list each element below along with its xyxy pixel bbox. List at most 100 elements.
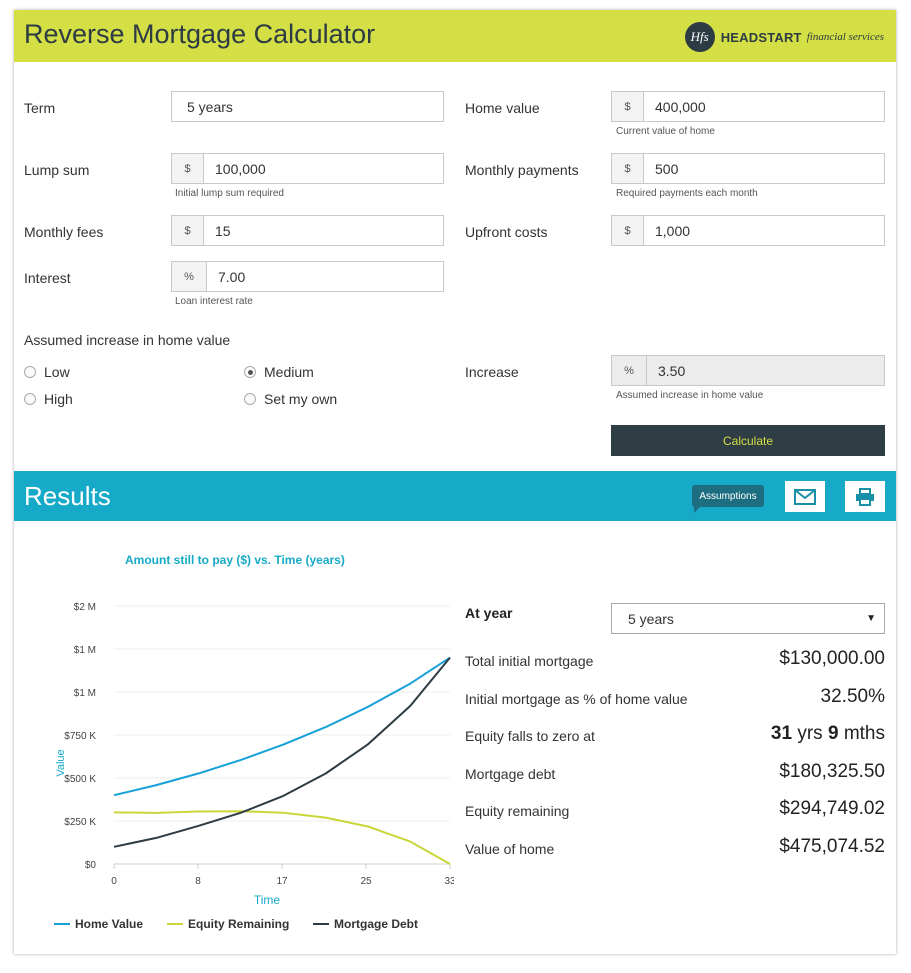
monthly-payments-label: Monthly payments [465,162,579,178]
interest-label: Interest [24,270,71,286]
at-year-label: At year [465,605,513,621]
home-value-field[interactable]: $ 400,000 [611,91,885,122]
stat-value-mortgage-debt: $180,325.50 [779,761,885,782]
radio-low[interactable]: Low [24,364,70,380]
radio-high-label: High [44,391,73,407]
y-axis-label: Value [55,749,67,776]
dollar-addon: $ [612,92,644,121]
calculate-button[interactable]: Calculate [611,425,885,456]
stat-label-mortgage-debt: Mortgage debt [465,766,556,782]
logo-mark-icon: Hfs [684,22,715,52]
legend-swatch [313,923,329,925]
monthly-fees-input[interactable]: 15 [215,222,231,239]
equity-zero-yrs-unit: yrs [797,723,823,744]
term-label: Term [24,100,56,116]
dropdown-arrow-icon: ▼ [866,613,876,624]
increase-help: Assumed increase in home value [616,390,764,401]
stat-value-equity-remaining: $294,749.02 [779,798,885,819]
x-tick-label: 0 [111,876,117,887]
stat-label-initial-pct: Initial mortgage as % of home value [465,691,688,707]
equity-zero-years: 31 [770,723,793,744]
radio-low-label: Low [44,364,70,380]
home-value-input[interactable]: 400,000 [655,98,706,115]
radio-medium[interactable]: Medium [244,364,314,380]
x-axis-label: Time [254,893,281,907]
radio-circle[interactable] [24,393,36,405]
monthly-payments-input[interactable]: 500 [655,160,679,177]
assumptions-button[interactable]: Assumptions [692,485,764,513]
series-line-home-value [113,656,451,797]
radio-own-label: Set my own [264,391,338,407]
stat-label-home-value: Value of home [465,841,555,857]
results-bar: Results Assumptions [14,471,896,521]
legend-label: Equity Remaining [188,917,290,931]
y-tick-label: $500 K [64,774,96,785]
x-tick-label: 33 [444,876,454,887]
term-value[interactable]: 5 years [187,98,233,115]
monthly-fees-field[interactable]: $ 15 [171,215,444,246]
x-tick-label: 8 [195,876,201,887]
legend-swatch [54,923,70,925]
x-tick-label: 25 [360,876,372,887]
equity-zero-months: 9 [827,723,839,744]
lump-sum-field[interactable]: $ 100,000 [171,153,444,184]
results-title: Results [24,481,111,511]
header-bar: Reverse Mortgage Calculator Hfs HEADSTAR… [14,10,896,62]
at-year-select[interactable]: 5 years ▼ [611,603,885,634]
y-tick-label: $1 M [74,688,96,699]
line-chart: $0 $250 K $500 K $750 K $1 M $1 M $2 M 0 8 17 25 33… [55,602,454,907]
interest-field[interactable]: % 7.00 [171,261,444,292]
y-tick-label: $2 M [74,602,96,613]
lump-sum-label: Lump sum [24,162,90,178]
envelope-icon [794,488,816,505]
radio-own[interactable]: Set my own [244,391,337,407]
calculator-card: Reverse Mortgage Calculator Hfs HEADSTAR… [14,10,896,954]
increase-field: % 3.50 [611,355,885,386]
series-line-equity-remaining [113,810,451,865]
printer-icon [856,487,874,506]
logo-subtitle: financial services [806,31,884,43]
stat-value-home-value: $475,074.52 [779,836,885,857]
legend-home-value[interactable]: Home Value [54,917,143,931]
dollar-addon: $ [612,154,644,183]
radio-circle-selected[interactable] [244,366,256,378]
at-year-value: 5 years [628,610,674,627]
stat-value-initial-pct: 32.50% [820,686,885,707]
dollar-addon: $ [172,216,204,245]
upfront-costs-input[interactable]: 1,000 [655,222,691,239]
interest-input[interactable]: 7.00 [218,268,246,285]
radio-circle[interactable] [244,393,256,405]
logo-brand: HEADSTART [720,29,802,45]
radio-high[interactable]: High [24,391,73,407]
radio-circle[interactable] [24,366,36,378]
legend-label: Mortgage Debt [334,917,418,931]
percent-addon: % [172,262,207,291]
series-line-mortgage-debt [113,656,451,848]
company-logo: Hfs HEADSTART financial services [684,21,884,53]
legend-equity-remaining[interactable]: Equity Remaining [167,917,289,931]
dollar-addon: $ [172,154,204,183]
y-tick-label: $0 [85,860,97,871]
page-title: Reverse Mortgage Calculator [24,19,376,49]
home-value-label: Home value [465,100,540,116]
monthly-payments-field[interactable]: $ 500 [611,153,885,184]
upfront-costs-label: Upfront costs [465,224,548,240]
email-button[interactable] [785,481,825,512]
y-tick-label: $750 K [64,731,96,742]
print-button[interactable] [845,481,885,512]
lump-sum-help: Initial lump sum required [175,188,284,199]
stat-label-total-initial: Total initial mortgage [465,653,594,669]
legend-label: Home Value [75,917,144,931]
percent-addon: % [612,356,647,385]
term-field[interactable]: 5 years [171,91,444,122]
increase-input: 3.50 [658,362,686,379]
lump-sum-input[interactable]: 100,000 [215,160,266,177]
upfront-costs-field[interactable]: $ 1,000 [611,215,885,246]
stat-value-total-initial: $130,000.00 [779,648,885,669]
legend-swatch [167,923,183,925]
y-tick-label: $1 M [74,645,96,656]
stat-label-equity-remaining: Equity remaining [465,803,570,819]
dollar-addon: $ [612,216,644,245]
legend-mortgage-debt[interactable]: Mortgage Debt [313,917,418,931]
chart-title: Amount still to pay ($) vs. Time (years) [125,553,345,567]
